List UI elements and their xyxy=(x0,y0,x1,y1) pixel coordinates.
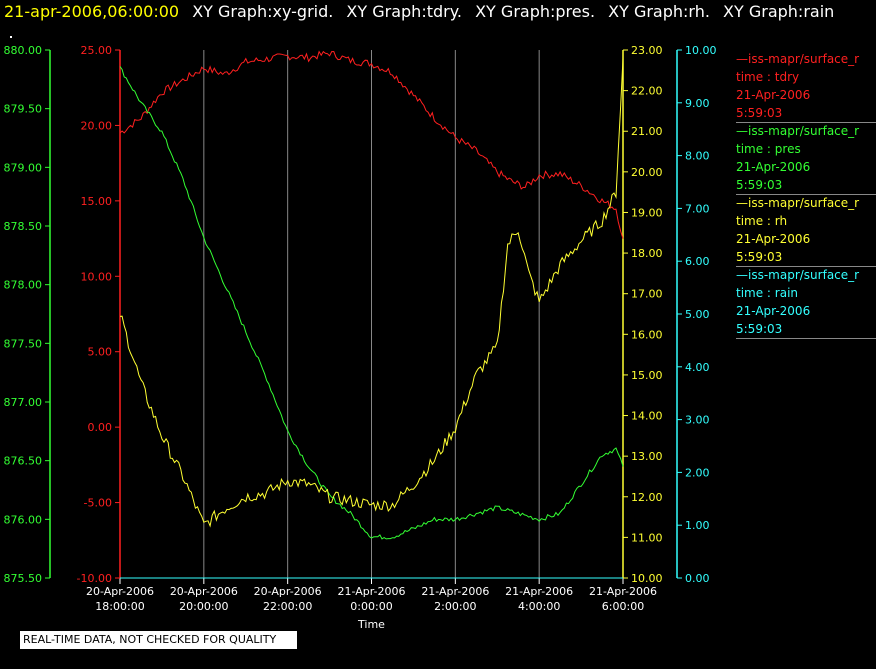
legend-separator xyxy=(736,338,876,339)
legend-date: 21-Apr-2006 xyxy=(736,304,811,318)
rain-tick-label: 4.00 xyxy=(685,361,710,374)
tdry-tick-label: 20.00 xyxy=(81,119,113,132)
legend-date: 21-Apr-2006 xyxy=(736,232,811,246)
legend-entry-rh: —iss-mapr/surface_r time : rh 21-Apr-200… xyxy=(736,194,876,266)
rh-tick-label: 10.00 xyxy=(631,572,663,585)
x-tick-label-time: 0:00:00 xyxy=(350,600,392,613)
legend-variable: time : pres xyxy=(736,142,801,156)
legend-date: 21-Apr-2006 xyxy=(736,160,811,174)
pres-tick-label: 879.50 xyxy=(4,103,43,116)
legend-entry-rain: —iss-mapr/surface_r time : rain 21-Apr-2… xyxy=(736,266,876,338)
pres-tick-label: 877.50 xyxy=(4,337,43,350)
graph-title-5: XY Graph:rain xyxy=(723,2,835,21)
legend-series-name: —iss-mapr/surface_r xyxy=(736,52,860,66)
tdry-tick-label: -10.00 xyxy=(77,572,112,585)
legend-separator xyxy=(736,266,876,267)
pres-tick-label: 876.00 xyxy=(4,513,43,526)
legend-series-name: —iss-mapr/surface_r xyxy=(736,124,860,138)
rain-tick-label: 5.00 xyxy=(685,308,710,321)
rain-tick-label: 7.00 xyxy=(685,202,710,215)
rh-tick-label: 15.00 xyxy=(631,369,663,382)
tdry-tick-label: 0.00 xyxy=(88,421,113,434)
rh-tick-label: 18.00 xyxy=(631,247,663,260)
legend-entry-tdry: —iss-mapr/surface_r time : tdry 21-Apr-2… xyxy=(736,50,876,122)
pres-tick-label: 878.00 xyxy=(4,279,43,292)
tdry-series-line xyxy=(119,50,624,239)
x-tick-label-time: 6:00:00 xyxy=(602,600,644,613)
quality-disclaimer: REAL-TIME DATA, NOT CHECKED FOR QUALITY xyxy=(20,631,297,649)
rh-series-line xyxy=(119,58,624,528)
rain-tick-label: 10.00 xyxy=(685,44,717,57)
rh-tick-label: 20.00 xyxy=(631,166,663,179)
pres-tick-label: 876.50 xyxy=(4,455,43,468)
legend-separator xyxy=(736,122,876,123)
pres-tick-label: 878.50 xyxy=(4,220,43,233)
legend-variable: time : rh xyxy=(736,214,788,228)
pres-tick-label: 877.00 xyxy=(4,396,43,409)
rh-tick-label: 22.00 xyxy=(631,85,663,98)
rh-tick-label: 13.00 xyxy=(631,450,663,463)
rain-tick-label: 2.00 xyxy=(685,466,710,479)
legend-variable: time : rain xyxy=(736,286,799,300)
rain-tick-label: 6.00 xyxy=(685,255,710,268)
legend-time: 5:59:03 xyxy=(736,106,783,120)
rh-tick-label: 12.00 xyxy=(631,491,663,504)
legend-variable: time : tdry xyxy=(736,70,800,84)
legend-series-name: —iss-mapr/surface_r xyxy=(736,196,860,210)
pres-series-line xyxy=(119,66,624,540)
legend-series-name: —iss-mapr/surface_r xyxy=(736,268,860,282)
x-tick-label-time: 18:00:00 xyxy=(95,600,144,613)
rh-tick-label: 11.00 xyxy=(631,531,663,544)
legend-separator xyxy=(736,194,876,195)
rain-tick-label: 1.00 xyxy=(685,519,710,532)
x-tick-label-time: 4:00:00 xyxy=(518,600,560,613)
x-tick-label-date: 21-Apr-2006 xyxy=(589,585,657,598)
rh-tick-label: 14.00 xyxy=(631,410,663,423)
x-tick-label-date: 21-Apr-2006 xyxy=(337,585,405,598)
rh-tick-label: 16.00 xyxy=(631,328,663,341)
x-tick-label-date: 21-Apr-2006 xyxy=(421,585,489,598)
graph-title-3: XY Graph:pres. xyxy=(475,2,596,21)
pres-tick-label: 880.00 xyxy=(4,44,43,57)
legend-entry-pres: —iss-mapr/surface_r time : pres 21-Apr-2… xyxy=(736,122,876,194)
rain-tick-label: 8.00 xyxy=(685,150,710,163)
x-tick-label-date: 20-Apr-2006 xyxy=(254,585,322,598)
rh-tick-label: 21.00 xyxy=(631,125,663,138)
legend-time: 5:59:03 xyxy=(736,250,783,264)
rain-tick-label: 0.00 xyxy=(685,572,710,585)
tdry-tick-label: 15.00 xyxy=(81,195,113,208)
rh-tick-label: 19.00 xyxy=(631,206,663,219)
x-axis-label: Time xyxy=(357,618,385,631)
tdry-tick-label: 5.00 xyxy=(88,346,113,359)
timestamp: 21-apr-2006,06:00:00 xyxy=(4,2,180,21)
legend-time: 5:59:03 xyxy=(736,322,783,336)
graph-title-2: XY Graph:tdry. xyxy=(346,2,462,21)
x-tick-label-time: 22:00:00 xyxy=(263,600,312,613)
legend-time: 5:59:03 xyxy=(736,178,783,192)
tdry-tick-label: 25.00 xyxy=(81,44,113,57)
graph-title-1: XY Graph:xy-grid. xyxy=(192,2,334,21)
tdry-tick-label: -5.00 xyxy=(84,497,112,510)
rh-tick-label: 17.00 xyxy=(631,288,663,301)
rh-tick-label: 23.00 xyxy=(631,44,663,57)
pres-tick-label: 875.50 xyxy=(4,572,43,585)
pres-tick-label: 879.00 xyxy=(4,161,43,174)
tdry-tick-label: 10.00 xyxy=(81,270,113,283)
x-tick-label-time: 20:00:00 xyxy=(179,600,228,613)
chart-header: 21-apr-2006,06:00:00 XY Graph:xy-grid. X… xyxy=(4,2,834,21)
rain-tick-label: 9.00 xyxy=(685,97,710,110)
legend-date: 21-Apr-2006 xyxy=(736,88,811,102)
rain-tick-label: 3.00 xyxy=(685,414,710,427)
x-tick-label-time: 2:00:00 xyxy=(434,600,476,613)
graph-title-4: XY Graph:rh. xyxy=(608,2,710,21)
x-tick-label-date: 20-Apr-2006 xyxy=(170,585,238,598)
marker-dot xyxy=(10,36,12,38)
x-tick-label-date: 20-Apr-2006 xyxy=(86,585,154,598)
x-tick-label-date: 21-Apr-2006 xyxy=(505,585,573,598)
